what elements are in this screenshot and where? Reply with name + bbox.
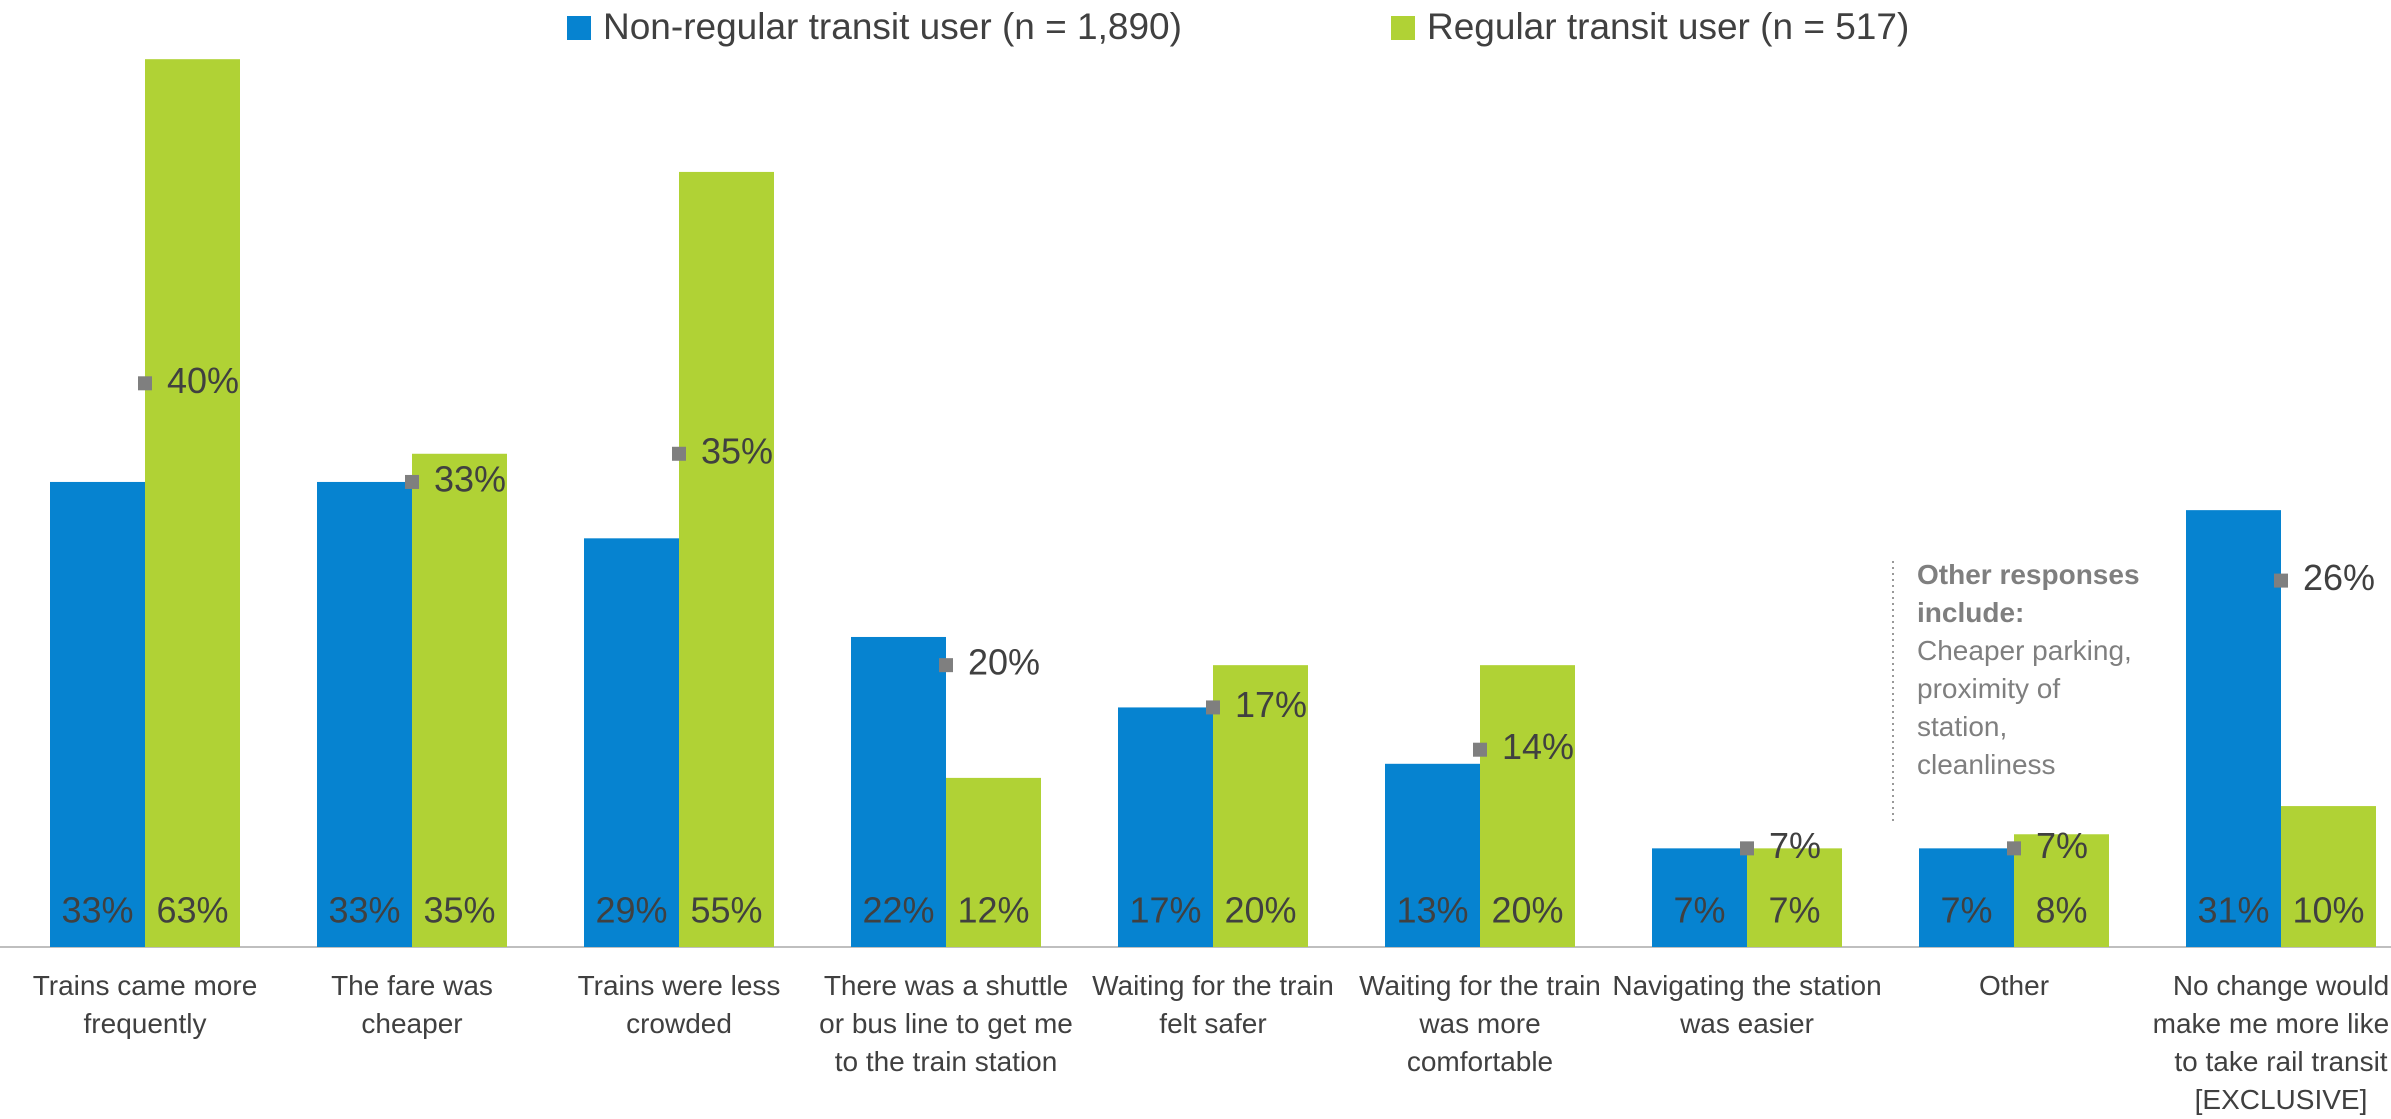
marker bbox=[405, 474, 419, 489]
marker-label: 33% bbox=[434, 458, 506, 499]
x-tick-label: The fare was cheaper bbox=[331, 970, 493, 1039]
bar bbox=[679, 171, 774, 947]
legend-label: Non-regular transit user (n = 1,890) bbox=[603, 6, 1182, 47]
marker-label: 20% bbox=[968, 642, 1040, 683]
bar bbox=[1213, 665, 1308, 947]
bar-label: 17% bbox=[1129, 890, 1201, 931]
bar bbox=[946, 777, 1041, 947]
bar-label: 7% bbox=[1673, 890, 1725, 931]
bar bbox=[1652, 848, 1747, 947]
bar-label: 63% bbox=[156, 890, 228, 931]
bar-label: 20% bbox=[1491, 890, 1563, 931]
bar-label: 13% bbox=[1396, 890, 1468, 931]
marker-label: 7% bbox=[2036, 825, 2088, 866]
bar bbox=[50, 481, 145, 947]
annotation-title: Other responses include: bbox=[1917, 559, 2140, 628]
x-tick-label: Waiting for the train was more comfortab… bbox=[1359, 970, 1601, 1077]
x-tick-label: Waiting for the train felt safer bbox=[1092, 970, 1334, 1039]
x-tick-label: No change would make me more likely to t… bbox=[2152, 970, 2391, 1115]
bar bbox=[1118, 707, 1213, 947]
bar-label: 29% bbox=[595, 890, 667, 931]
bar bbox=[851, 636, 946, 947]
legend-label: Regular transit user (n = 517) bbox=[1427, 6, 1909, 47]
legend-swatch bbox=[1391, 16, 1415, 40]
annotation: Other responses include: Cheaper parking,… bbox=[1917, 556, 2147, 784]
marker bbox=[2007, 841, 2021, 856]
marker-label: 26% bbox=[2303, 557, 2375, 598]
x-tick-label: Navigating the station was easier bbox=[1612, 970, 1882, 1039]
x-tick-label: Trains came more frequently bbox=[32, 970, 258, 1039]
bar-label: 31% bbox=[2197, 890, 2269, 931]
bar-label: 35% bbox=[423, 890, 495, 931]
marker bbox=[672, 446, 686, 461]
bar bbox=[584, 538, 679, 947]
marker bbox=[1473, 742, 1487, 757]
x-tick-label: Trains were less crowded bbox=[577, 970, 781, 1039]
marker-label: 40% bbox=[167, 360, 239, 401]
bar bbox=[412, 453, 507, 947]
bar bbox=[317, 481, 412, 947]
bar bbox=[2281, 806, 2376, 947]
marker-label: 14% bbox=[1502, 726, 1574, 767]
marker bbox=[2274, 573, 2288, 588]
marker bbox=[138, 376, 152, 391]
bar-label: 12% bbox=[957, 890, 1029, 931]
annotation-text: Cheaper parking, proximity of station, c… bbox=[1917, 635, 2132, 780]
bar bbox=[1480, 665, 1575, 947]
marker bbox=[1206, 700, 1220, 715]
bar bbox=[1919, 848, 2014, 947]
bar-label: 20% bbox=[1224, 890, 1296, 931]
bar bbox=[2014, 834, 2109, 947]
bar bbox=[1385, 763, 1480, 947]
x-tick-label: Other bbox=[1978, 970, 2050, 1001]
marker-label: 7% bbox=[1769, 825, 1821, 866]
bar-label: 33% bbox=[328, 890, 400, 931]
bar-label: 7% bbox=[1940, 890, 1992, 931]
x-tick-label: There was a shuttle or bus line to get m… bbox=[819, 970, 1073, 1077]
bar-label: 55% bbox=[690, 890, 762, 931]
legend-swatch bbox=[567, 16, 591, 40]
marker-label: 35% bbox=[701, 430, 773, 471]
bar-label: 10% bbox=[2292, 890, 2364, 931]
marker bbox=[939, 658, 953, 673]
bar bbox=[145, 59, 240, 947]
bar-label: 8% bbox=[2035, 890, 2087, 931]
bar bbox=[2186, 510, 2281, 947]
bar-label: 22% bbox=[862, 890, 934, 931]
bar bbox=[1747, 848, 1842, 947]
bar-label: 33% bbox=[61, 890, 133, 931]
marker bbox=[1740, 841, 1754, 856]
marker-label: 17% bbox=[1235, 684, 1307, 725]
bar-label: 7% bbox=[1768, 890, 1820, 931]
